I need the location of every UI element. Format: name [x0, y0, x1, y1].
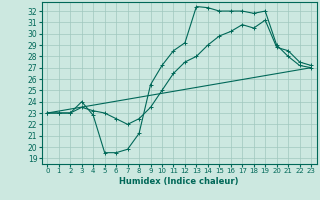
X-axis label: Humidex (Indice chaleur): Humidex (Indice chaleur): [119, 177, 239, 186]
